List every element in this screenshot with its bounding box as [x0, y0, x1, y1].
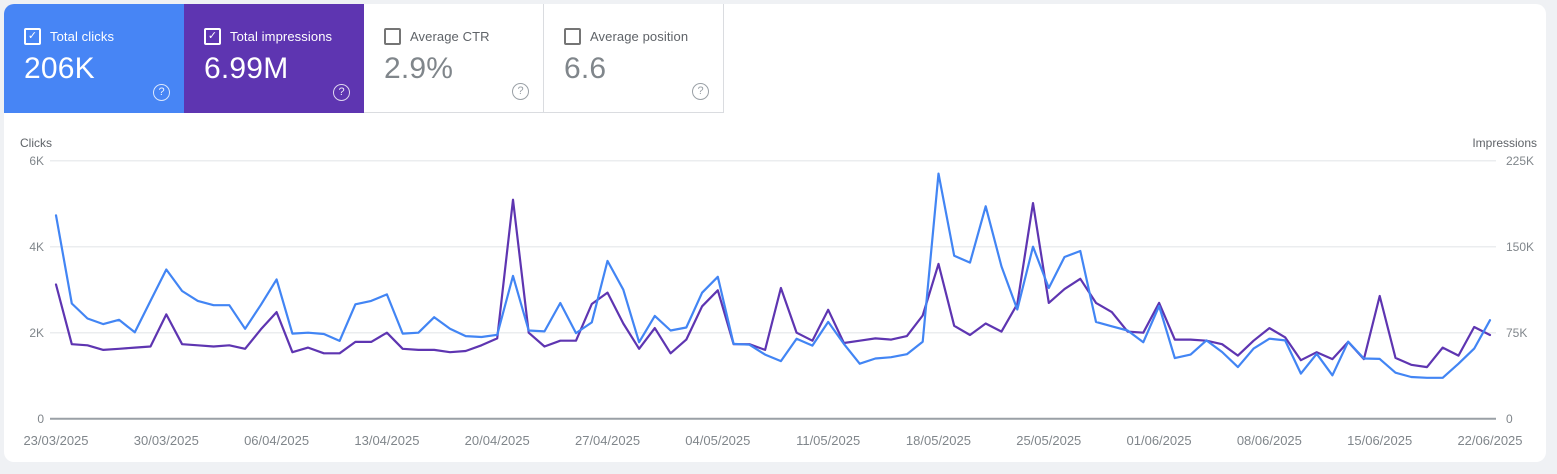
x-tick-label: 20/04/2025	[464, 433, 530, 448]
y-tick-label: 2K	[29, 325, 44, 340]
x-tick-label: 30/03/2025	[133, 433, 199, 448]
metric-cards: ✓ Total clicks 206K ? ✓ Total impression…	[4, 4, 724, 113]
y-tick-label: 6K	[29, 153, 44, 168]
card-value: 206K	[24, 52, 95, 85]
checkbox-checked-icon[interactable]: ✓	[204, 28, 221, 45]
y-tick-label: 0	[1506, 411, 1513, 426]
y-tick-label: 225K	[1506, 153, 1535, 168]
x-tick-label: 25/05/2025	[1016, 433, 1082, 448]
performance-panel: ✓ Total clicks 206K ? ✓ Total impression…	[4, 4, 1546, 462]
clicks-line	[54, 172, 1492, 379]
x-tick-label: 04/05/2025	[685, 433, 751, 448]
help-icon[interactable]: ?	[333, 84, 350, 101]
help-icon[interactable]: ?	[153, 84, 170, 101]
card-label: Total impressions	[230, 29, 333, 44]
card-label: Average CTR	[410, 29, 490, 44]
card-total-impressions[interactable]: ✓ Total impressions 6.99M ?	[184, 4, 364, 113]
y-tick-label: 4K	[29, 239, 44, 254]
y-tick-label: 75K	[1506, 325, 1528, 340]
x-tick-label: 22/06/2025	[1457, 433, 1523, 448]
help-icon[interactable]: ?	[692, 83, 709, 100]
impressions-line	[54, 198, 1492, 369]
x-tick-label: 23/03/2025	[23, 433, 89, 448]
x-tick-label: 18/05/2025	[905, 433, 971, 448]
x-tick-label: 08/06/2025	[1236, 433, 1302, 448]
card-total-clicks[interactable]: ✓ Total clicks 206K ?	[4, 4, 184, 113]
card-value: 6.6	[564, 52, 607, 85]
checkbox-unchecked-icon[interactable]	[564, 28, 581, 45]
checkbox-checked-icon[interactable]: ✓	[24, 28, 41, 45]
left-axis-title: Clicks	[20, 136, 52, 150]
card-value: 2.9%	[384, 52, 454, 85]
gridlines	[50, 159, 1496, 334]
y-tick-label: 0	[37, 411, 44, 426]
card-label: Total clicks	[50, 29, 115, 44]
help-icon[interactable]: ?	[512, 83, 529, 100]
x-tick-label: 01/06/2025	[1126, 433, 1192, 448]
x-tick-label: 13/04/2025	[354, 433, 420, 448]
card-label: Average position	[590, 29, 689, 44]
x-tick-label: 27/04/2025	[574, 433, 641, 448]
card-average-ctr[interactable]: Average CTR 2.9% ?	[364, 4, 544, 113]
y-tick-label: 150K	[1506, 239, 1535, 254]
card-average-position[interactable]: Average position 6.6 ?	[544, 4, 724, 113]
card-value: 6.99M	[204, 52, 289, 85]
checkbox-unchecked-icon[interactable]	[384, 28, 401, 45]
x-tick-label: 11/05/2025	[796, 433, 861, 448]
right-axis-title: Impressions	[1472, 136, 1537, 150]
x-tick-label: 15/06/2025	[1347, 433, 1413, 448]
x-tick-label: 06/04/2025	[244, 433, 310, 448]
